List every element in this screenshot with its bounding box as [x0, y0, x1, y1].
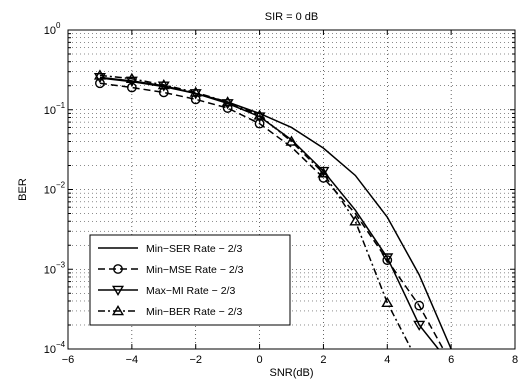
- series-3-point: [253, 112, 266, 123]
- y-tick-exponent: −2: [56, 181, 66, 190]
- x-tick-label: −4: [126, 354, 139, 366]
- legend-marker-3: [111, 285, 125, 296]
- y-tick-exponent: −1: [56, 101, 66, 110]
- chart-title: SIR = 0 dB: [265, 11, 319, 23]
- axis-ticks: [67, 29, 516, 350]
- legend: Min−SER Rate − 2/3 Min−MSE Rate − 2/3 Max−…: [89, 234, 291, 326]
- y-tick-label: 10: [44, 344, 56, 356]
- y-axis-label: BER: [17, 178, 29, 201]
- x-tick-label: 2: [320, 354, 326, 366]
- legend-label-3: Max−MI Rate − 2/3: [146, 285, 235, 297]
- series-3-point: [221, 99, 234, 110]
- series-3-point: [413, 320, 426, 331]
- legend-label-4: Min−BER Rate − 2/3: [146, 306, 242, 318]
- series-line-4: [99, 74, 412, 349]
- series-3-point: [93, 73, 106, 84]
- x-tick-label: 8: [512, 354, 518, 366]
- y-tick-exponent: −4: [56, 340, 66, 349]
- y-tick-exponent: −3: [56, 260, 66, 269]
- y-tick-label: 10: [44, 185, 56, 197]
- y-tick-label: 10: [44, 105, 56, 117]
- series-3-point: [381, 253, 394, 264]
- series-3-point: [125, 76, 138, 87]
- x-tick-label: 0: [257, 354, 263, 366]
- series-4-point: [189, 86, 202, 97]
- legend-marker-2: [113, 264, 123, 274]
- series-4-point: [285, 135, 298, 146]
- series-4-point: [157, 78, 170, 90]
- grid: [68, 30, 515, 349]
- series-4-point: [125, 72, 138, 84]
- series-4-point: [317, 167, 330, 178]
- x-axis-label: SNR(dB): [269, 367, 313, 379]
- series-2-point: [318, 172, 329, 183]
- series-line-1: [99, 77, 452, 349]
- series-lines: [99, 74, 452, 349]
- legend-label-2: Min−MSE Rate − 2/3: [146, 264, 244, 276]
- legend-box: [89, 234, 291, 326]
- series-4-point: [253, 109, 266, 120]
- series-2-point: [414, 300, 425, 311]
- series-2-point: [222, 103, 233, 113]
- x-tick-label: −6: [62, 354, 75, 366]
- y-tick-exponent: 0: [56, 21, 61, 30]
- series-4-point: [381, 296, 394, 308]
- legend-label-1: Min−SER Rate − 2/3: [146, 243, 242, 255]
- x-tick-label: −2: [189, 354, 202, 366]
- series-4-point: [221, 96, 234, 107]
- series-2-point: [382, 255, 393, 266]
- legend-marker-4: [111, 305, 125, 316]
- y-tick-label: 10: [44, 264, 56, 276]
- series-2-point: [190, 94, 201, 105]
- series-4-point: [349, 215, 362, 226]
- series-3-point: [189, 89, 202, 100]
- series-2-point: [126, 82, 137, 93]
- y-tick-label: 10: [44, 25, 56, 37]
- series-3-point: [157, 81, 170, 92]
- x-tick-label: 6: [448, 354, 454, 366]
- x-tick-label: 4: [384, 354, 390, 366]
- series-markers: [93, 69, 426, 331]
- series-4-point: [93, 69, 106, 80]
